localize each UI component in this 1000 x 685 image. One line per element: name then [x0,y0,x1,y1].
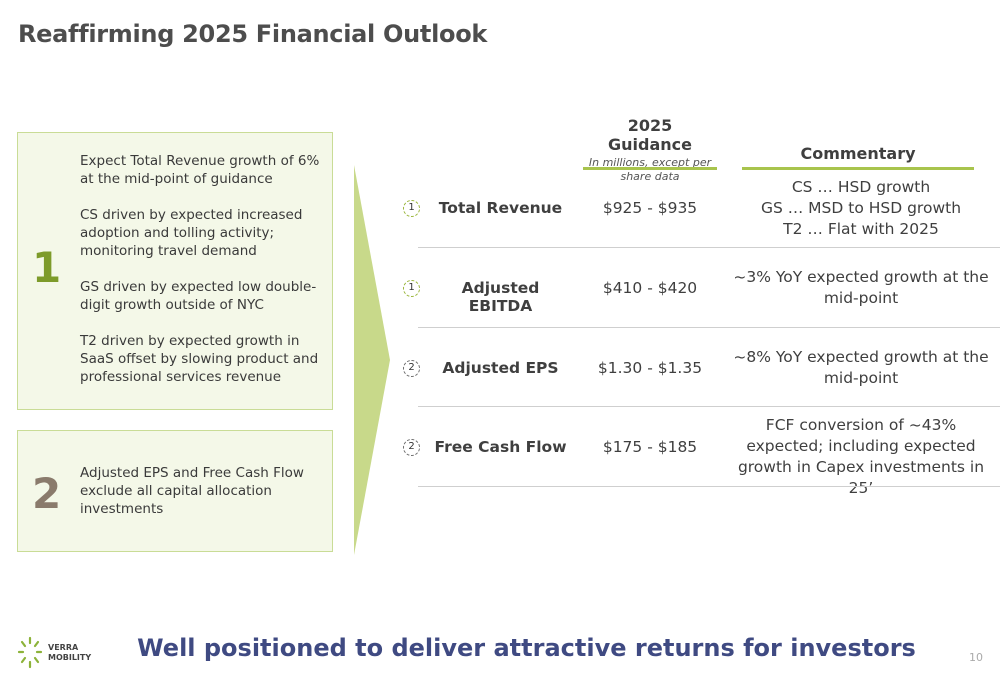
commentary-line: CS … HSD growth [791,178,931,196]
guidance-header-title: 2025 Guidance [608,116,692,154]
note-box-2-number: 2 [32,469,62,518]
note-paragraph: T2 driven by expected growth in SaaS off… [80,333,319,385]
logo-wordmark: VERRA MOBILITY [48,643,91,663]
footnote-badge: 2 [403,360,420,377]
logo-wordmark-line: VERRA [48,643,79,652]
commentary-text: FCF conversion of ~43% expected; includi… [737,416,985,497]
commentary-header-underline [742,167,974,170]
green-arrow-shape [354,165,390,555]
commentary-header: Commentary [800,144,916,163]
table-row: 2 Adjusted EPS $1.30 - $1.35 ~8% YoY exp… [400,328,1000,408]
table-row: 1 Total Revenue $925 - $935 CS … HSD gro… [400,168,1000,248]
guidance-header-underline [583,167,717,170]
note-paragraph: Expect Total Revenue growth of 6% at the… [80,153,320,187]
row-divider [418,247,1000,248]
guidance-header: 2025 Guidance In millions, except per sh… [583,116,717,184]
note-box-2: 2 Adjusted EPS and Free Cash Flow exclud… [17,430,333,552]
metric-label: Free Cash Flow [434,438,567,456]
footnote-badge: 1 [403,200,420,217]
commentary-line: GS … MSD to HSD growth [760,199,962,217]
note-box-1-number: 1 [32,243,62,292]
row-divider [418,486,1000,487]
guidance-range: $1.30 - $1.35 [597,359,703,377]
footnote-badge: 1 [403,280,420,297]
guidance-range: $410 - $420 [602,279,698,297]
commentary-line: T2 … Flat with 2025 [783,220,939,238]
metric-label: Adjusted EPS [442,359,559,377]
table-row: 1 Adjusted EBITDA $410 - $420 ~3% YoY ex… [400,248,1000,328]
note-paragraph: CS driven by expected increased adoption… [80,207,303,259]
note-paragraph: GS driven by expected low double-digit g… [80,279,317,313]
tagline: Well positioned to deliver attractive re… [137,634,916,662]
verra-mobility-logo-icon [17,636,43,669]
commentary-text: ~8% YoY expected growth at the mid-point [733,348,989,387]
page-number: 10 [969,651,983,664]
commentary-text: CS … HSD growth GS … MSD to HSD growth T… [730,177,992,240]
note-box-1: 1 Expect Total Revenue growth of 6% at t… [17,132,333,410]
guidance-range: $925 - $935 [602,199,698,217]
note-box-2-text: Adjusted EPS and Free Cash Flow exclude … [80,464,328,536]
table-row: 2 Free Cash Flow $175 - $185 FCF convers… [400,407,1000,497]
metric-label: Adjusted EBITDA [461,279,540,315]
row-divider [418,406,1000,407]
logo-wordmark-line: MOBILITY [48,653,92,662]
commentary-text: ~3% YoY expected growth at the mid-point [733,268,989,307]
guidance-range: $175 - $185 [602,438,698,456]
note-box-1-text: Expect Total Revenue growth of 6% at the… [80,152,328,404]
metric-label: Total Revenue [438,199,563,217]
row-divider [418,327,1000,328]
guidance-header-subtitle: In millions, except per share data [588,156,712,183]
note-paragraph: Adjusted EPS and Free Cash Flow exclude … [80,465,304,517]
footnote-badge: 2 [403,439,420,456]
page-title: Reaffirming 2025 Financial Outlook [18,20,488,48]
